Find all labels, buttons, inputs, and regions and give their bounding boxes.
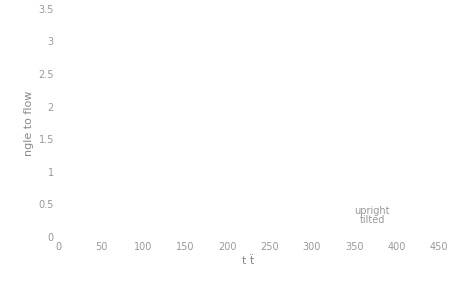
X-axis label: t ẗ: t ẗ [242,256,254,266]
Text: upright: upright [354,206,389,216]
Y-axis label: ngle to flow: ngle to flow [24,90,34,155]
Text: tilted: tilted [359,215,384,225]
